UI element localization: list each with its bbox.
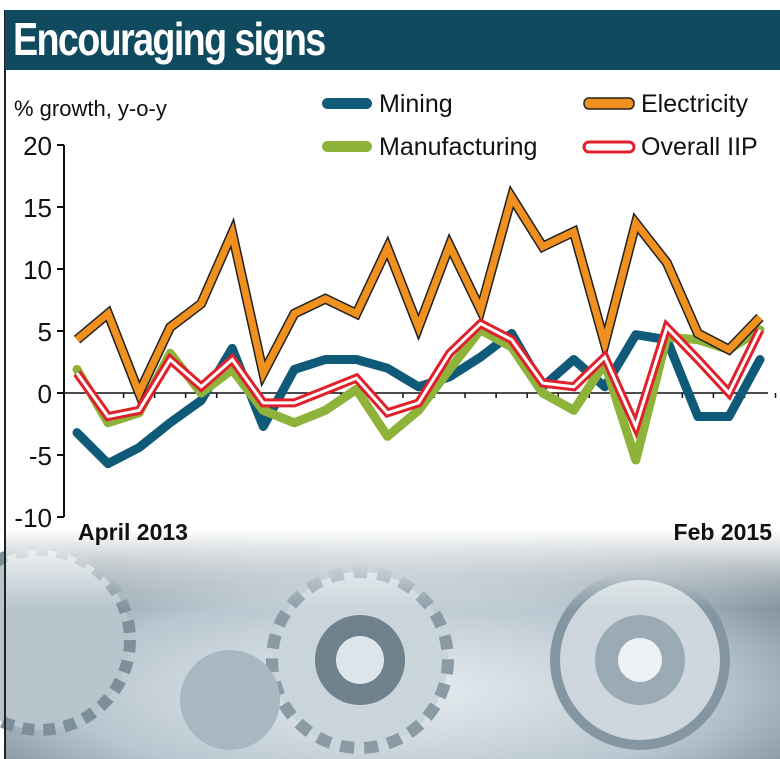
legend-item-mining: Mining — [322, 90, 453, 118]
legend-label: Mining — [379, 90, 453, 118]
y-tick-label: 20 — [23, 131, 52, 161]
x-label-start: April 2013 — [78, 519, 188, 545]
y-tick-label: -5 — [29, 441, 52, 471]
frame-border — [4, 10, 6, 759]
chart-title: Encouraging signs — [13, 13, 326, 65]
series-overall-iip — [73, 318, 765, 440]
legend-item-overall-iip: Overall IIP — [582, 133, 758, 161]
legend-item-manufacturing: Manufacturing — [322, 133, 537, 161]
y-tick-label: 15 — [23, 193, 52, 223]
legend-swatch — [322, 141, 372, 152]
legend-label: Electricity — [641, 90, 748, 118]
y-tick-label: 10 — [23, 255, 52, 285]
legend-item-electricity: Electricity — [583, 90, 748, 118]
series-electricity — [73, 184, 764, 406]
gears-background-image — [0, 530, 780, 759]
x-label-end: Feb 2015 — [674, 519, 773, 545]
y-axis-label: % growth, y-o-y — [14, 96, 167, 121]
legend-swatch — [582, 140, 636, 154]
legend-label: Overall IIP — [641, 133, 758, 161]
y-tick-label: 0 — [38, 379, 52, 409]
legend-label: Manufacturing — [379, 133, 537, 161]
y-tick-label: 5 — [38, 317, 52, 347]
legend-swatch — [322, 98, 372, 109]
title-bar: Encouraging signs — [5, 10, 780, 70]
y-tick-label: -10 — [14, 503, 52, 533]
legend-swatch — [583, 97, 635, 110]
